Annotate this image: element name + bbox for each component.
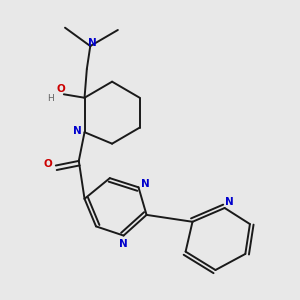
Text: N: N <box>88 38 97 48</box>
Text: N: N <box>73 126 82 136</box>
Text: O: O <box>56 84 65 94</box>
Text: N: N <box>225 197 234 207</box>
Text: O: O <box>44 159 52 170</box>
Text: H: H <box>47 94 53 103</box>
Text: N: N <box>119 238 128 249</box>
Text: N: N <box>141 179 150 189</box>
